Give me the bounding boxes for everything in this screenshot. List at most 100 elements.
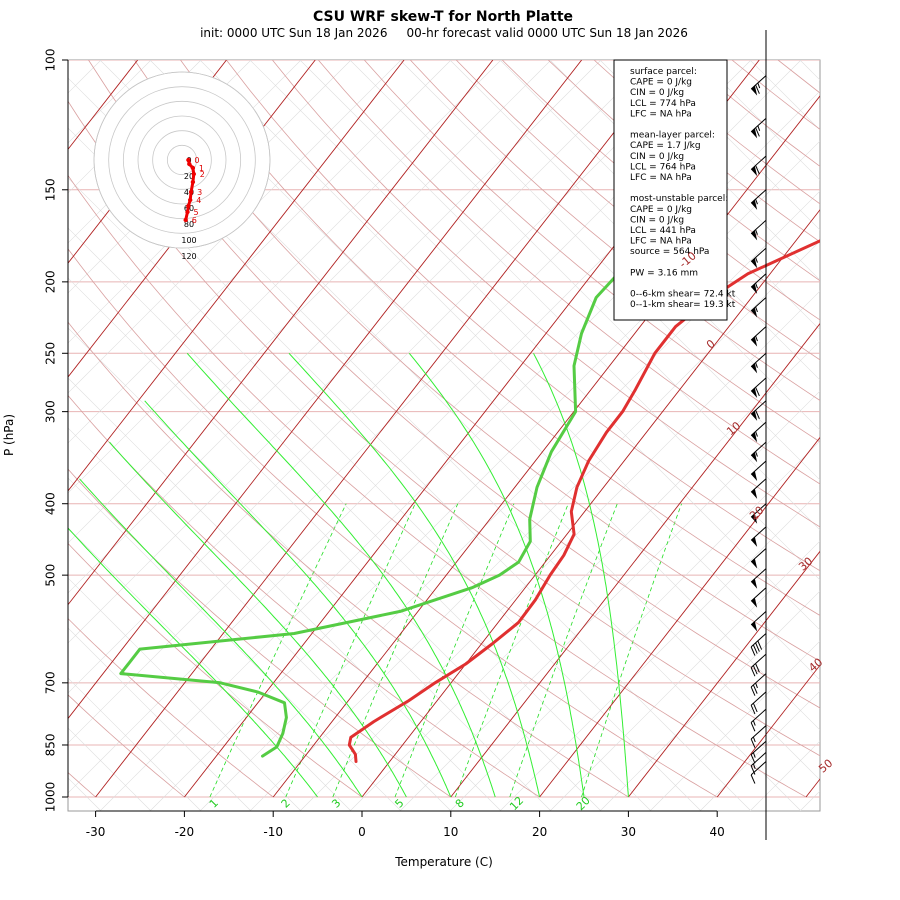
info-box-line: CIN = 0 J/kg	[630, 215, 684, 225]
grid-line-down	[68, 377, 502, 811]
isotherm-line	[272, 95, 820, 798]
grid-line-up	[599, 590, 820, 811]
wind-barb	[750, 352, 767, 374]
grid-line-down	[850, 60, 900, 811]
info-box-line: 0--6-km shear= 72.4 kt	[630, 290, 736, 300]
wind-barb-shaft	[750, 673, 767, 688]
moist-adiabat-line	[68, 527, 318, 798]
wind-barb-shaft	[750, 548, 767, 563]
hodograph-background	[93, 71, 271, 249]
grid-line-down	[68, 677, 202, 811]
wind-barb-shaft	[750, 740, 767, 755]
wind-barb-full	[755, 127, 760, 137]
wind-barb-full	[752, 684, 758, 694]
wind-barb-half	[755, 229, 758, 235]
wind-barb-full	[755, 642, 760, 652]
hodograph-hour-label: 1	[199, 164, 204, 173]
grid-line-up	[68, 60, 602, 594]
hodograph-ring-label: 120	[181, 252, 196, 261]
hodograph-trace	[184, 159, 196, 221]
mixing-ratio-line	[209, 503, 347, 798]
grid-line-down	[0, 60, 1, 811]
x-tick-label: 20	[532, 825, 547, 839]
hodograph-point	[191, 171, 196, 177]
hodograph-hour-label: 3	[197, 188, 202, 197]
wind-barb-shaft	[750, 273, 767, 288]
info-box-line: LCL = 774 hPa	[630, 99, 696, 109]
wind-barb	[750, 740, 767, 764]
info-box-line: LCL = 441 hPa	[630, 226, 696, 236]
grid-line-down	[749, 60, 820, 131]
wind-barb-shaft	[750, 633, 767, 648]
moist-adiabat-line	[186, 352, 496, 798]
temperature-profile-line	[347, 239, 820, 763]
info-box-line: source = 564 hPa	[630, 247, 709, 257]
isotherm-line	[628, 550, 820, 798]
dry-adiabat-line	[68, 100, 820, 757]
wind-barb-pennant	[751, 258, 758, 269]
wind-barb-shaft	[750, 297, 767, 312]
wind-barb-pennant	[751, 283, 758, 294]
hodograph-point	[186, 157, 191, 163]
wind-barb	[750, 503, 767, 524]
wind-barb	[750, 247, 767, 269]
x-axis: -30 -20 -10 0 10 20 30 40	[86, 810, 725, 839]
wind-barb-pennant	[751, 471, 758, 482]
isotherm-label: 40	[806, 656, 825, 675]
info-box-line: CAPE = 0 J/kg	[630, 205, 692, 215]
isotherm-label: 50	[816, 757, 835, 776]
info-box-line: 0--1-km shear= 19.3 kt	[630, 300, 736, 310]
grid-line-down	[68, 627, 252, 811]
y-tick-label: 500	[44, 564, 58, 587]
dry-adiabat-line	[68, 468, 452, 798]
y-tick-label: 200	[44, 270, 58, 293]
wind-barb-full	[755, 387, 760, 397]
wind-barb	[750, 400, 767, 421]
info-box-line: mean-layer parcel:	[630, 131, 715, 141]
wind-barb-pennant	[751, 536, 758, 547]
wind-barb-full	[755, 663, 760, 673]
wind-barb-pennant	[751, 513, 758, 524]
wind-barb-pennant	[751, 166, 758, 177]
wind-barb-half	[757, 82, 761, 89]
wind-barb	[750, 725, 767, 748]
wind-barb	[750, 691, 767, 715]
mixing-ratio-line	[581, 503, 682, 798]
hodograph-ring	[93, 71, 271, 249]
wind-barb	[750, 633, 767, 656]
moist-adiabat-line	[288, 352, 541, 798]
isotherm-line	[68, 60, 494, 606]
hodograph-ring	[152, 130, 212, 190]
wind-barb	[750, 568, 767, 589]
wind-barb	[750, 273, 767, 294]
wind-barb-full	[750, 667, 756, 677]
wind-barb-pennant	[751, 85, 758, 96]
wind-barb-half	[755, 431, 758, 437]
isotherm-line	[68, 60, 405, 492]
x-tick-label: 30	[621, 825, 636, 839]
grid-line-up	[799, 790, 820, 811]
info-box-line: LCL = 764 hPa	[630, 162, 696, 172]
wind-barb-half	[755, 198, 758, 205]
hodograph: 0204060801001200123456	[93, 71, 271, 261]
wind-barb-half	[752, 720, 756, 726]
x-tick-label: 0	[358, 825, 366, 839]
wind-barb-half	[755, 335, 758, 342]
wind-barb-full	[750, 646, 756, 656]
mixing-ratio-label: 2	[279, 796, 293, 810]
grid-line-up	[549, 540, 820, 811]
wind-barb	[750, 548, 767, 569]
info-box-line: CAPE = 0 J/kg	[630, 78, 692, 88]
hodograph-point	[186, 203, 191, 209]
info-box-line: CIN = 0 J/kg	[630, 88, 684, 98]
dry-adiabat-line	[68, 174, 807, 798]
wind-barbs	[750, 30, 767, 840]
chart-title: CSU WRF skew-T for North Platte	[313, 9, 573, 25]
wind-barb-pennant	[751, 432, 758, 443]
grid-line-down	[68, 527, 352, 811]
hodograph-ring	[122, 100, 242, 220]
wind-barb	[750, 117, 767, 139]
hodograph-point	[190, 165, 196, 171]
